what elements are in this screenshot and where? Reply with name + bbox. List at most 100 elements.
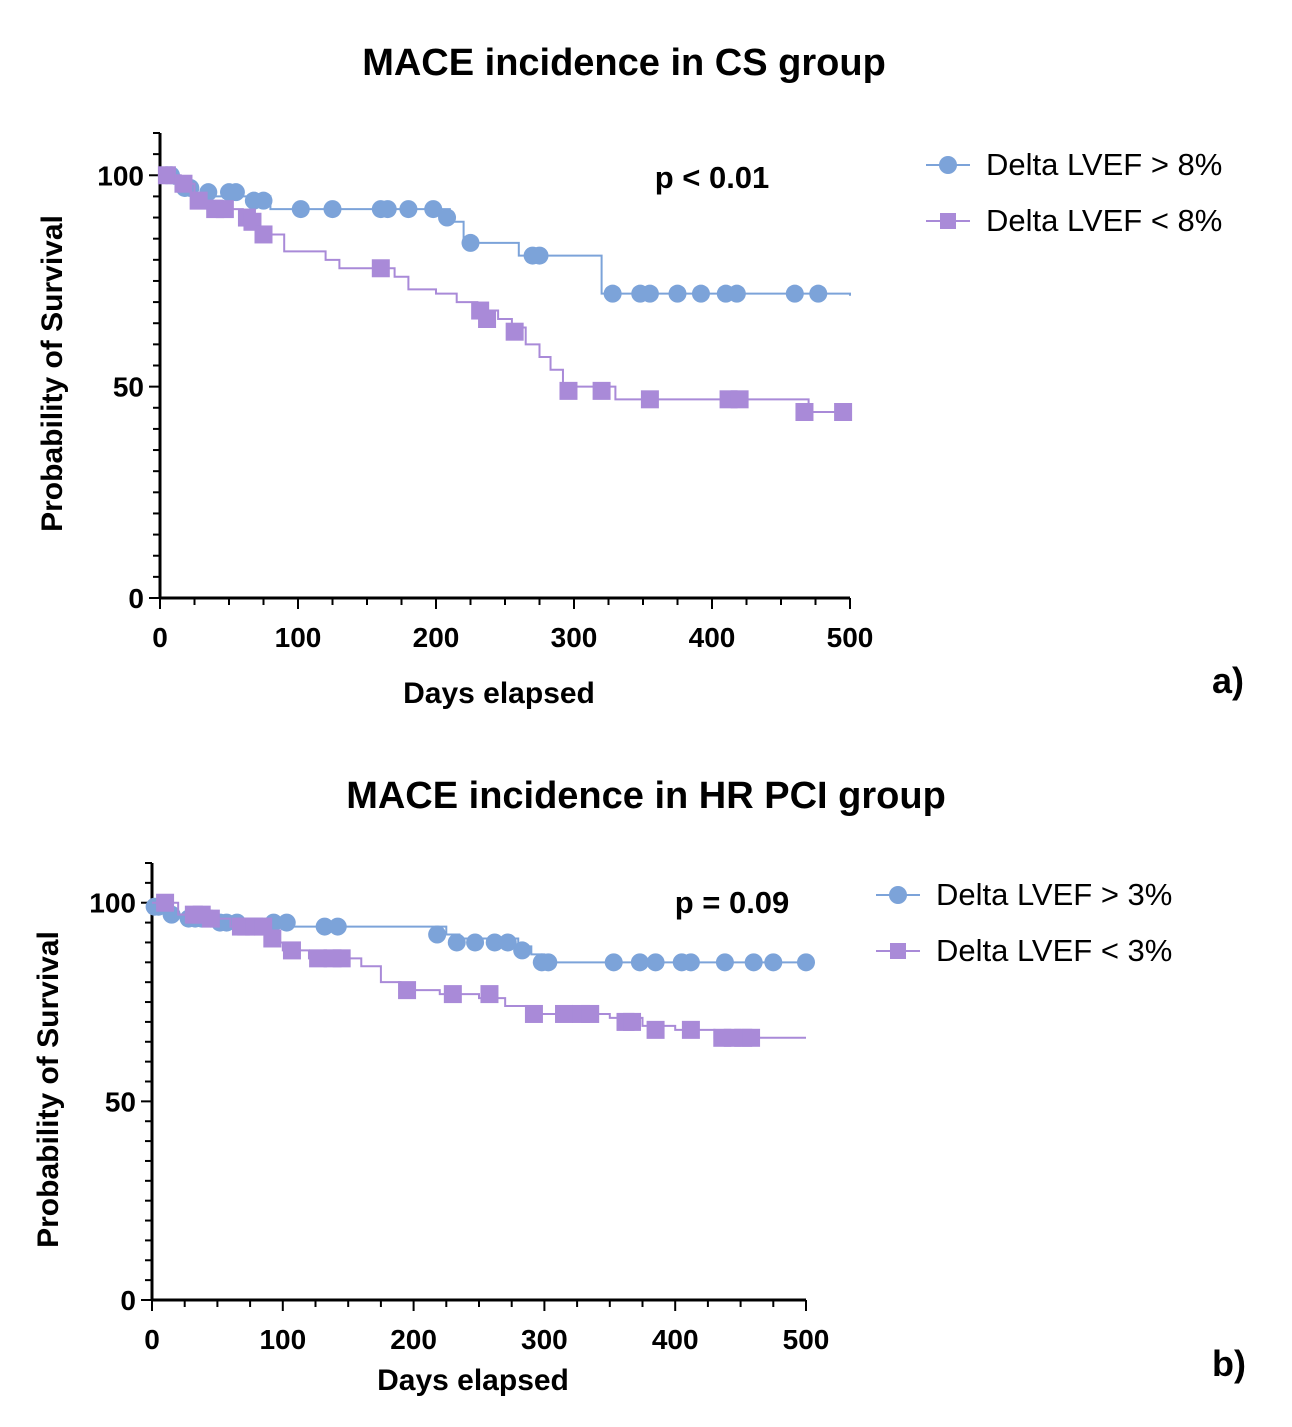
censor-marker-circle	[809, 284, 828, 303]
censor-marker-circle	[438, 208, 457, 227]
y-axis-label: Probability of Survival	[36, 215, 69, 532]
censor-marker-circle	[797, 953, 815, 972]
censor-marker-square	[795, 403, 814, 421]
censor-marker-circle	[323, 200, 342, 219]
censor-marker-circle	[226, 183, 245, 202]
legend-label: Delta LVEF > 8%	[986, 147, 1223, 182]
x-tick-label: 400	[652, 1324, 699, 1355]
censor-marker-circle	[461, 233, 480, 252]
censor-marker-circle	[640, 284, 659, 303]
censor-marker-square	[742, 1028, 761, 1047]
censor-marker-square	[332, 949, 351, 968]
x-tick-label: 300	[551, 622, 598, 653]
censor-marker-circle	[378, 200, 397, 219]
legend-circle-marker	[926, 156, 970, 174]
censor-marker-circle	[668, 284, 687, 303]
y-tick-label: 100	[97, 160, 144, 191]
y-tick-label: 0	[120, 1285, 136, 1316]
panel-b: MACE incidence in HR PCI group 0 50 100 0 10…	[0, 715, 1292, 1427]
censor-marker-square	[581, 1004, 600, 1023]
censor-marker-square	[555, 1004, 574, 1023]
x-tick-label: 200	[390, 1324, 437, 1355]
censor-marker-square	[156, 893, 175, 912]
censor-marker-circle	[424, 200, 443, 219]
censor-marker-circle	[691, 284, 710, 303]
censor-marker-circle	[254, 191, 273, 210]
censor-marker-square	[505, 322, 524, 341]
censor-marker-circle	[530, 246, 549, 265]
x-tick-label: 200	[413, 622, 460, 653]
legend-label: Delta LVEF < 3%	[936, 933, 1173, 968]
censor-marker-square	[371, 259, 390, 278]
censor-marker-circle	[744, 953, 763, 972]
censor-marker-circle	[764, 953, 783, 972]
censor-marker-circle	[681, 953, 700, 972]
censor-marker-circle	[485, 933, 504, 952]
p-value-annotation: p < 0.01	[655, 160, 770, 195]
x-tick-label: 500	[783, 1324, 830, 1355]
legend-square-marker	[876, 943, 920, 959]
censor-marker-square	[834, 403, 853, 421]
censor-marker-square	[592, 381, 611, 400]
censor-marker-circle	[646, 953, 665, 972]
censor-marker-square	[681, 1020, 700, 1039]
legend-circle-marker	[876, 886, 920, 904]
y-tick-label: 50	[105, 1086, 136, 1117]
censor-marker-circle	[399, 200, 418, 219]
censor-marker-square	[480, 985, 499, 1004]
censor-marker-circle	[630, 953, 649, 972]
censor-marker-square	[559, 381, 578, 400]
censor-marker-circle	[466, 933, 485, 952]
chart-title: MACE incidence in CS group	[362, 42, 886, 84]
censor-marker-circle	[328, 917, 347, 936]
censor-marker-square	[646, 1020, 665, 1039]
censor-marker-square	[640, 390, 659, 409]
x-tick-label: 0	[144, 1324, 160, 1355]
censor-marker-circle	[315, 917, 334, 936]
y-tick-label: 0	[128, 583, 144, 614]
censor-marker-circle	[428, 925, 447, 944]
x-tick-label: 500	[827, 622, 874, 653]
censor-marker-circle	[727, 284, 746, 303]
censor-marker-circle	[447, 933, 466, 952]
censor-marker-square	[309, 949, 328, 968]
censor-marker-circle	[603, 284, 622, 303]
km-plot-b: 0 50 100 0 100 200 300 400 500 Days elapsed Probab…	[32, 862, 830, 1397]
x-axis-label: Days elapsed	[377, 1364, 569, 1397]
censor-marker-circle	[715, 953, 734, 972]
x-tick-label: 0	[152, 622, 168, 653]
censor-marker-square	[443, 985, 462, 1004]
x-tick-label: 400	[689, 622, 736, 653]
panel-a: MACE incidence in CS group 0 50 100 0 100 200…	[36, 42, 1245, 710]
legend-label: Delta LVEF > 3%	[936, 877, 1173, 912]
y-tick-label: 100	[89, 888, 136, 919]
censor-marker-square	[730, 390, 749, 409]
y-tick-label: 50	[113, 372, 144, 403]
censor-marker-circle	[539, 953, 558, 972]
chart-title: MACE incidence in HR PCI group	[346, 775, 946, 817]
p-value-annotation: p = 0.09	[675, 885, 790, 920]
censor-marker-square	[201, 909, 220, 928]
censor-marker-square	[524, 1004, 543, 1023]
censor-marker-circle	[291, 200, 310, 219]
censor-marker-circle	[604, 953, 623, 972]
legend-square-marker	[926, 213, 970, 229]
censor-marker-circle	[513, 941, 532, 960]
censor-marker-circle	[277, 913, 296, 932]
censor-marker-circle	[498, 933, 517, 952]
censor-marker-square	[282, 941, 301, 960]
legend-label: Delta LVEF < 8%	[986, 203, 1223, 238]
censor-marker-square	[189, 191, 208, 210]
y-axis-label: Probability of Survival	[32, 931, 65, 1248]
x-tick-label: 300	[521, 1324, 568, 1355]
censor-marker-square	[398, 981, 417, 1000]
x-axis-label: Days elapsed	[403, 677, 595, 710]
censor-marker-circle	[785, 284, 804, 303]
x-tick-label: 100	[275, 622, 322, 653]
censor-marker-square	[215, 200, 234, 219]
censor-marker-square	[174, 174, 193, 193]
x-tick-label: 100	[259, 1324, 306, 1355]
panel-letter: a)	[1212, 660, 1245, 701]
censor-marker-square	[478, 310, 497, 328]
km-plot-a: 0 50 100 0 100 200 300 400 500 Days elapsed Probab…	[36, 132, 874, 710]
